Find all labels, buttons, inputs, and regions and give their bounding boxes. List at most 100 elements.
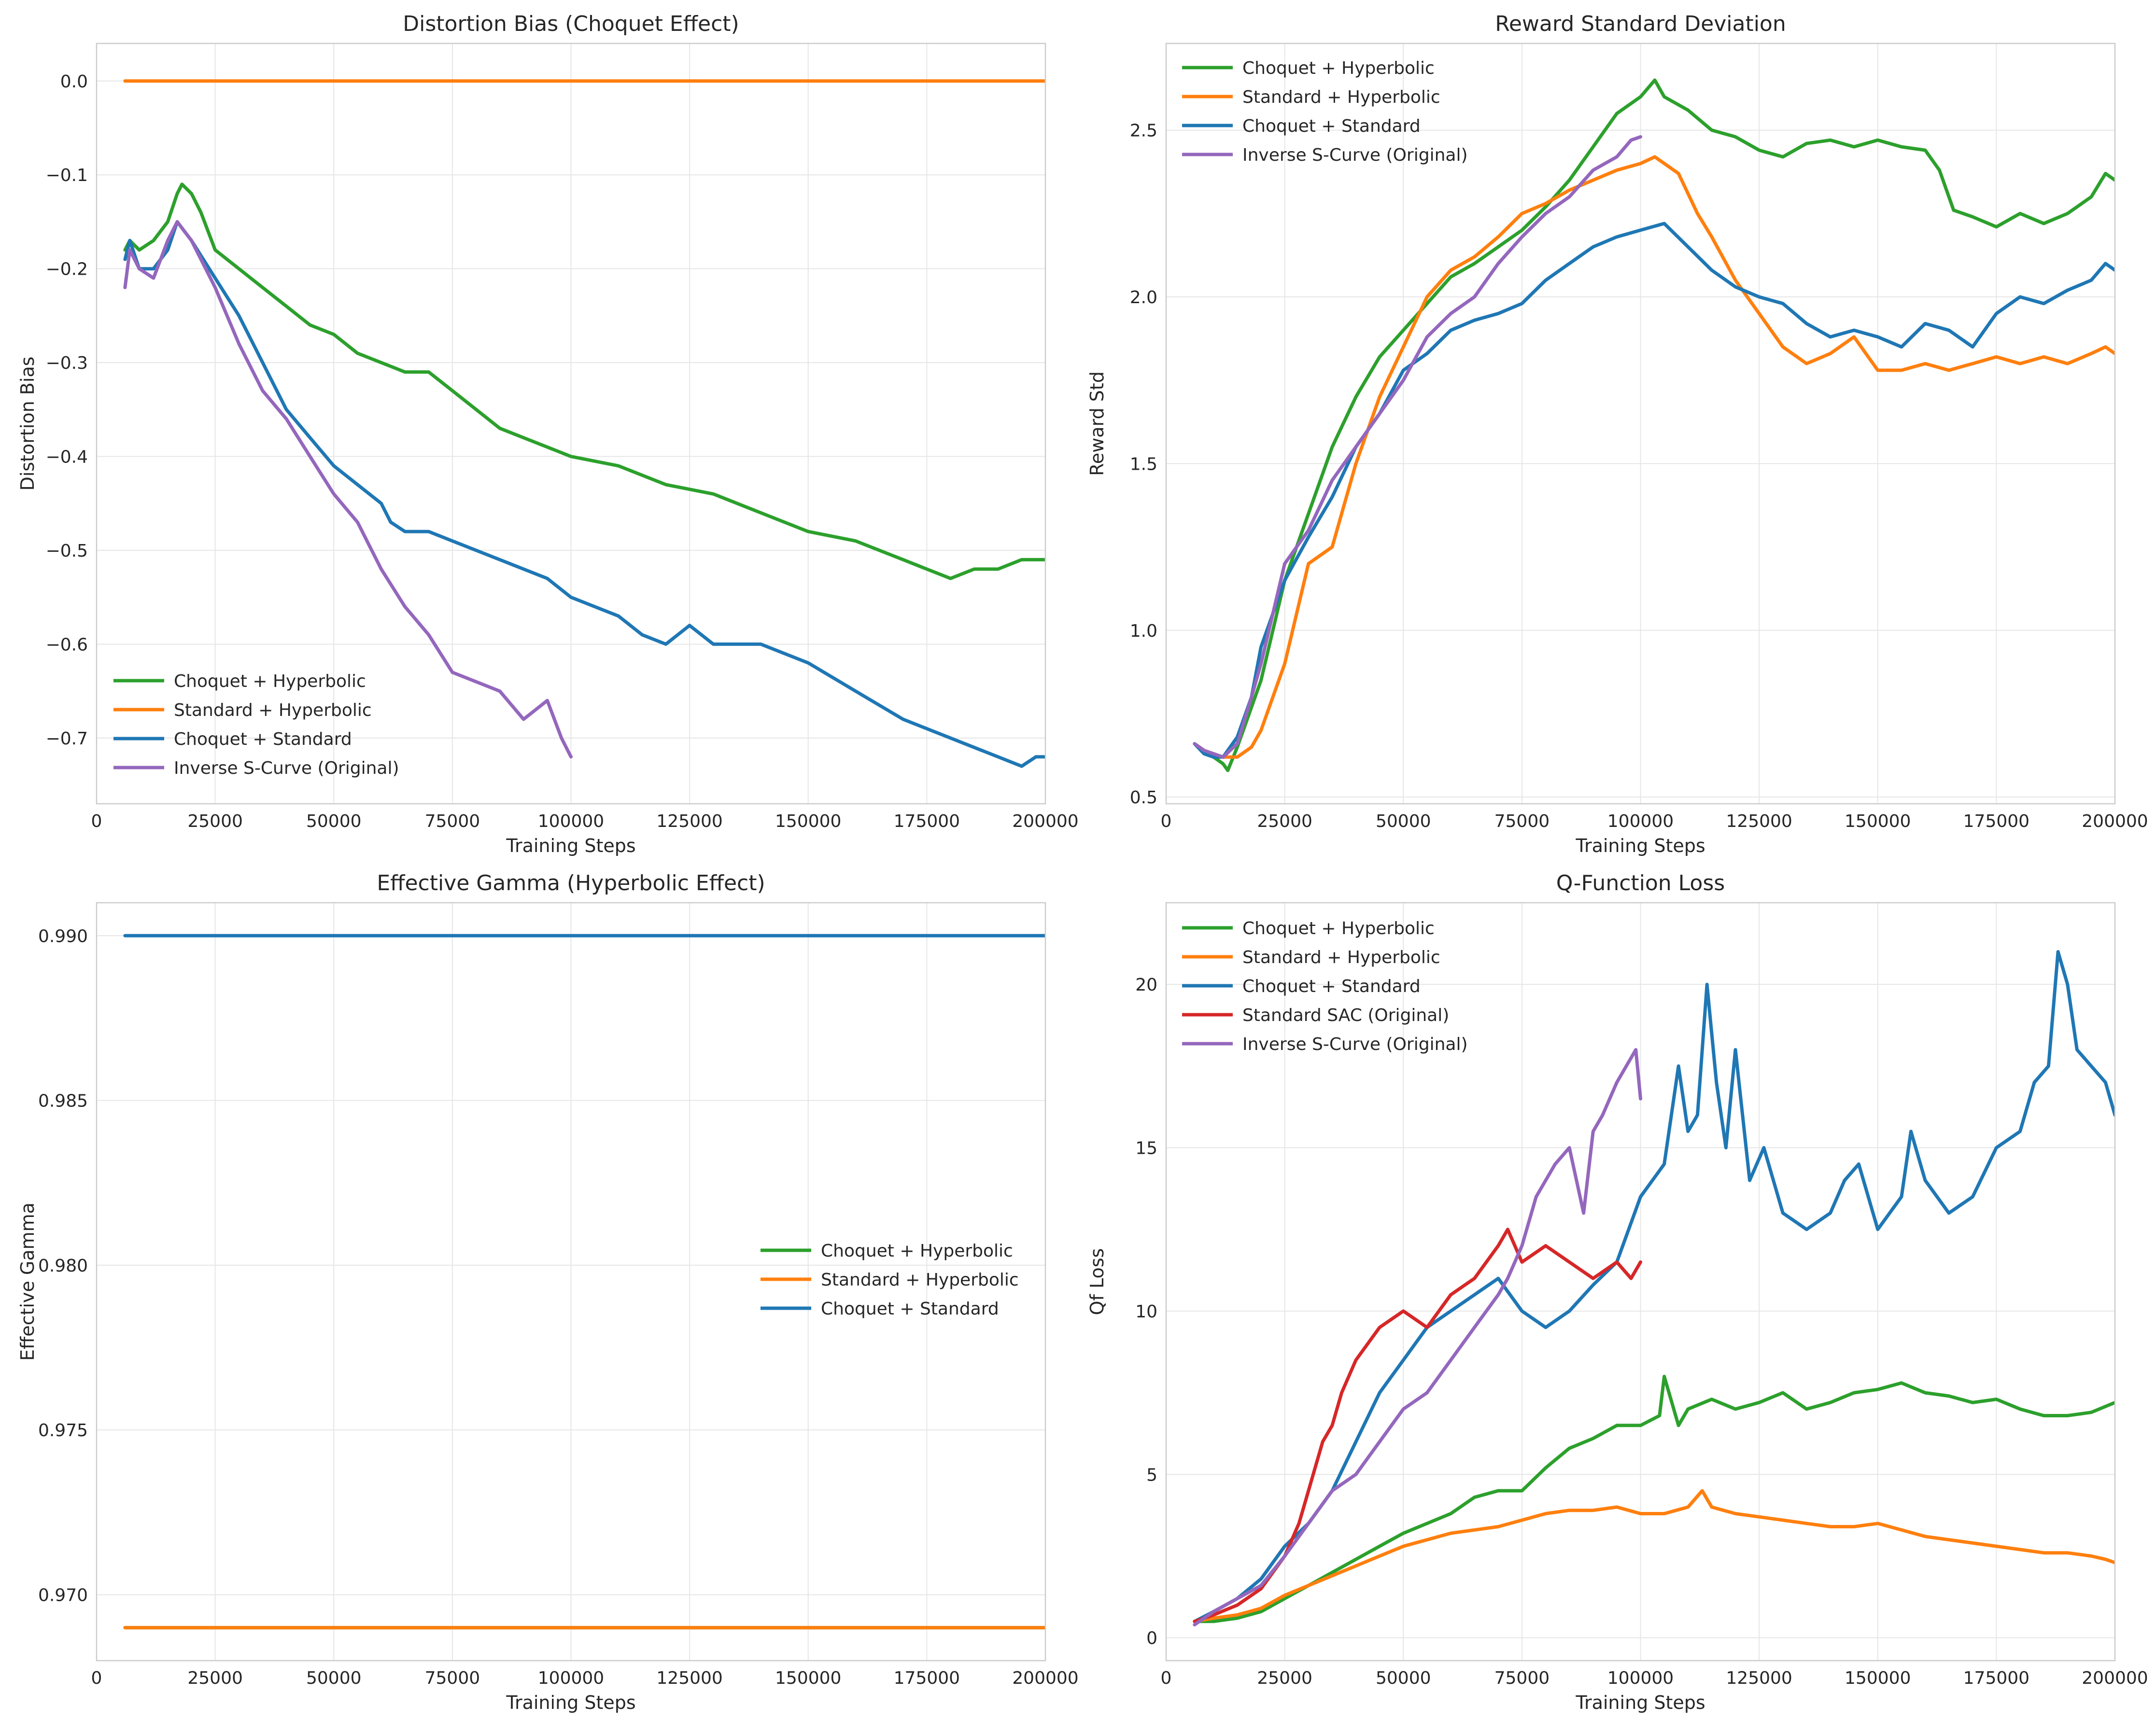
x-tick-label: 125000 <box>656 1668 722 1688</box>
x-axis-label: Training Steps <box>1575 835 1705 856</box>
y-tick-label: 0 <box>1146 1629 1157 1649</box>
legend: Choquet + Hyperbolic Standard + Hyperboli… <box>1182 919 1468 1054</box>
legend-label: Choquet + Hyperbolic <box>174 671 366 691</box>
x-tick-label: 100000 <box>538 1668 604 1688</box>
x-tick-label: 125000 <box>1726 1668 1792 1688</box>
y-axis-label: Distortion Bias <box>17 357 38 491</box>
y-tick-label: 0.0 <box>60 72 88 92</box>
y-tick-label: 15 <box>1135 1139 1157 1159</box>
plot-frame <box>96 42 1046 805</box>
y-tick-label: 2.0 <box>1130 288 1157 308</box>
x-axis-label: Training Steps <box>506 835 635 856</box>
y-tick-label: 10 <box>1135 1302 1157 1322</box>
series-group <box>1193 950 2115 1627</box>
x-tick-label: 0 <box>91 1668 102 1688</box>
y-tick-label: 0.990 <box>38 926 88 946</box>
x-tick-label: 25000 <box>1257 1668 1312 1688</box>
legend-label: Choquet + Hyperbolic <box>821 1241 1013 1261</box>
y-tick-label: −0.5 <box>46 541 88 561</box>
chart-title: Effective Gamma (Hyperbolic Effect) <box>377 871 765 895</box>
x-tick-label: 0 <box>91 811 102 831</box>
x-axis-label: Training Steps <box>506 1692 635 1713</box>
x-tick-label: 150000 <box>775 1668 841 1688</box>
x-tick-label: 75000 <box>1494 811 1550 831</box>
x-tick-label: 50000 <box>1376 1668 1431 1688</box>
y-tick-label: 0.985 <box>38 1091 88 1111</box>
x-tick-label: 50000 <box>306 1668 362 1688</box>
y-tick-label: −0.2 <box>46 260 88 280</box>
x-tick-label: 25000 <box>187 1668 243 1688</box>
series-line-standard-hyperbolic <box>1193 1489 2115 1623</box>
chart-panel-2: 0 25000 50000 75000 100000 125000 150000 175000… <box>1086 12 2148 856</box>
y-tick-label: −0.7 <box>46 729 88 749</box>
legend-label: Inverse S-Curve (Original) <box>1242 145 1468 165</box>
series-line-choquet-standard <box>1193 950 2115 1623</box>
chart-panel-1: 0 25000 50000 75000 100000 125000 150000 175000… <box>17 12 1079 856</box>
series-line-standard-hyperbolic <box>1193 155 2115 759</box>
x-tick-label: 125000 <box>656 811 722 831</box>
series-line-choquet-hyperbolic <box>123 182 1045 580</box>
y-tick-label: −0.4 <box>46 447 88 467</box>
y-axis-label: Qf Loss <box>1086 1248 1108 1315</box>
series-line-choquet-standard <box>1193 222 2115 759</box>
x-axis-label: Training Steps <box>1575 1692 1705 1713</box>
y-tick-label: 20 <box>1135 975 1157 995</box>
plot-frame <box>1165 42 2116 805</box>
plot-frame <box>1165 902 2116 1662</box>
chart-panel-4: 0 25000 50000 75000 100000 125000 150000 175000… <box>1086 871 2148 1713</box>
x-tick-label: 0 <box>1161 1668 1172 1688</box>
y-axis-label: Reward Std <box>1086 371 1108 476</box>
series-group <box>123 79 1045 768</box>
legend-label: Standard + Hyperbolic <box>1242 948 1440 967</box>
series-group <box>123 934 1045 1630</box>
x-tick-label: 175000 <box>894 811 960 831</box>
x-tick-label: 175000 <box>1963 811 2029 831</box>
chart-title: Q-Function Loss <box>1556 871 1725 895</box>
series-line-choquet-hyperbolic <box>1193 1374 2115 1623</box>
x-tick-label: 100000 <box>1607 1668 1674 1688</box>
plot-frame <box>96 902 1046 1662</box>
x-tick-label: 175000 <box>1963 1668 2029 1688</box>
legend-label: Inverse S-Curve (Original) <box>1242 1035 1468 1054</box>
y-tick-label: 0.975 <box>38 1421 88 1440</box>
y-tick-label: 1.5 <box>1130 454 1157 474</box>
y-tick-label: 0.980 <box>38 1256 88 1276</box>
x-tick-label: 200000 <box>2082 811 2148 831</box>
x-tick-label: 200000 <box>2082 1668 2148 1688</box>
y-tick-label: −0.6 <box>46 635 88 655</box>
x-tick-label: 150000 <box>1845 1668 1911 1688</box>
y-tick-label: −0.1 <box>46 166 88 185</box>
x-tick-label: 0 <box>1161 811 1172 831</box>
x-tick-label: 75000 <box>1494 1668 1550 1688</box>
x-tick-label: 50000 <box>306 811 362 831</box>
legend: Choquet + Hyperbolic Standard + Hyperboli… <box>761 1241 1019 1319</box>
x-tick-label: 200000 <box>1012 811 1078 831</box>
legend: Choquet + Hyperbolic Standard + Hyperboli… <box>113 671 399 778</box>
x-tick-label: 150000 <box>1845 811 1911 831</box>
x-tick-label: 25000 <box>187 811 243 831</box>
legend-label: Choquet + Standard <box>1242 116 1421 136</box>
x-tick-label: 150000 <box>775 811 841 831</box>
legend: Choquet + Hyperbolic Standard + Hyperboli… <box>1182 58 1468 165</box>
series-group <box>1193 78 2115 772</box>
x-tick-label: 125000 <box>1726 811 1792 831</box>
x-tick-label: 75000 <box>425 1668 480 1688</box>
y-axis-label: Effective Gamma <box>17 1203 38 1361</box>
legend-label: Choquet + Standard <box>1242 977 1421 996</box>
chart-title: Reward Standard Deviation <box>1495 12 1786 36</box>
x-tick-label: 100000 <box>538 811 604 831</box>
series-line-inverse-s-curve-original <box>123 220 573 759</box>
legend-label: Choquet + Hyperbolic <box>1242 58 1435 78</box>
x-tick-label: 175000 <box>894 1668 960 1688</box>
legend-label: Standard + Hyperbolic <box>1242 87 1440 107</box>
y-tick-label: 5 <box>1146 1465 1157 1485</box>
y-tick-label: 0.5 <box>1130 788 1157 808</box>
legend-label: Standard + Hyperbolic <box>821 1270 1019 1290</box>
x-tick-label: 100000 <box>1607 811 1674 831</box>
series-line-inverse-s-curve-original <box>1193 135 1642 759</box>
series-line-inverse-s-curve-original <box>1193 1048 1642 1627</box>
y-tick-label: 1.0 <box>1130 621 1157 641</box>
legend-label: Standard SAC (Original) <box>1242 1006 1449 1025</box>
chart-title: Distortion Bias (Choquet Effect) <box>403 12 739 36</box>
